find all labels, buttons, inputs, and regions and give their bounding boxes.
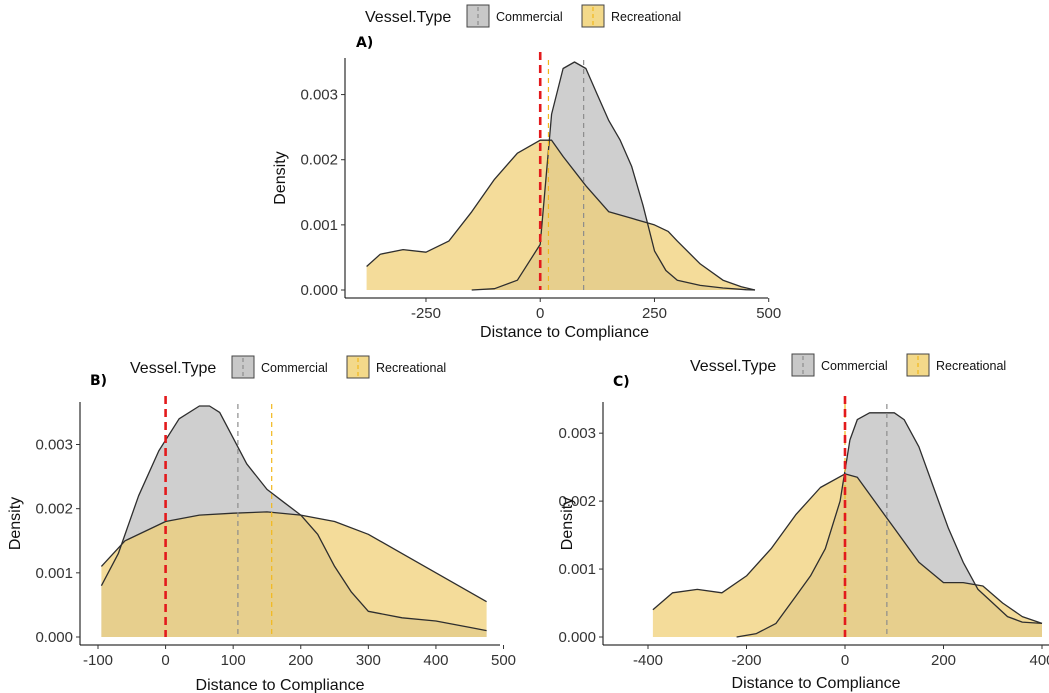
x-tick-label: 400 [1029, 652, 1049, 669]
legend-label-recreational: Recreational [611, 10, 681, 24]
x-tick-label: -100 [83, 652, 113, 669]
y-tick-label: 0.000 [300, 282, 338, 299]
legend: Vessel.Type Commercial Recreational [365, 4, 681, 28]
panel-1: Vessel.Type Commercial Recreational A) 0.000… [272, 4, 781, 341]
x-tick-label: 300 [356, 652, 381, 669]
panel-2: Vessel.Type Commercial Recreational B) 0.000… [7, 355, 516, 693]
legend-title: Vessel.Type [130, 360, 216, 377]
y-tick-label: 0.000 [558, 629, 596, 646]
density-curve-commercial [736, 412, 1043, 638]
density-curve-recreational [652, 473, 1043, 625]
density-curve-recreational [100, 511, 487, 603]
x-tick-label: 100 [221, 652, 246, 669]
y-axis-title: Density [272, 151, 289, 204]
x-tick-label: 200 [931, 652, 956, 669]
y-tick-label: 0.003 [300, 87, 338, 104]
y-tick-label: 0.001 [300, 217, 338, 234]
x-tick-label: 400 [423, 652, 448, 669]
y-tick-label: 0.001 [558, 561, 596, 578]
x-axis-title: Distance to Compliance [196, 677, 365, 693]
x-tick-label: -200 [731, 652, 761, 669]
y-axis-title: Density [559, 497, 576, 550]
density-area-recreational [101, 511, 487, 637]
panel-3: Vessel.Type Commercial Recreational C) 0.000… [558, 353, 1049, 692]
density-area-recreational [652, 473, 1042, 637]
panel-label: B) [90, 373, 107, 389]
x-tick-label: 200 [288, 652, 313, 669]
x-tick-label: -400 [633, 652, 663, 669]
y-tick-label: 0.000 [35, 629, 73, 646]
x-tick-label: 0 [161, 652, 169, 669]
x-tick-label: 500 [491, 652, 516, 669]
legend: Vessel.Type Commercial Recreational [690, 353, 1006, 377]
y-tick-label: 0.002 [35, 501, 73, 518]
y-tick-label: 0.002 [558, 493, 596, 510]
legend-label-recreational: Recreational [936, 359, 1006, 373]
legend-title: Vessel.Type [365, 9, 451, 26]
y-tick-label: 0.003 [35, 437, 73, 454]
panel-label: C) [613, 374, 630, 390]
density-area-recreational [366, 140, 755, 290]
legend-label-commercial: Commercial [261, 361, 328, 375]
x-tick-label: 250 [642, 305, 667, 322]
legend-title: Vessel.Type [690, 358, 776, 375]
y-axis-title: Density [7, 497, 24, 550]
legend-label-commercial: Commercial [821, 359, 888, 373]
x-axis-title: Distance to Compliance [480, 324, 649, 341]
panel-label: A) [356, 35, 373, 51]
x-tick-label: 0 [841, 652, 849, 669]
y-tick-label: 0.001 [35, 565, 73, 582]
legend: Vessel.Type Commercial Recreational [130, 355, 446, 379]
x-tick-label: 500 [756, 305, 781, 322]
x-axis-title: Distance to Compliance [732, 675, 901, 692]
legend-label-commercial: Commercial [496, 10, 563, 24]
x-tick-label: 0 [536, 305, 544, 322]
y-tick-label: 0.003 [558, 425, 596, 442]
y-tick-label: 0.002 [300, 152, 338, 169]
density-curve-recreational [366, 139, 756, 291]
legend-label-recreational: Recreational [376, 361, 446, 375]
x-tick-label: -250 [411, 305, 441, 322]
density-curve-commercial [471, 61, 756, 291]
